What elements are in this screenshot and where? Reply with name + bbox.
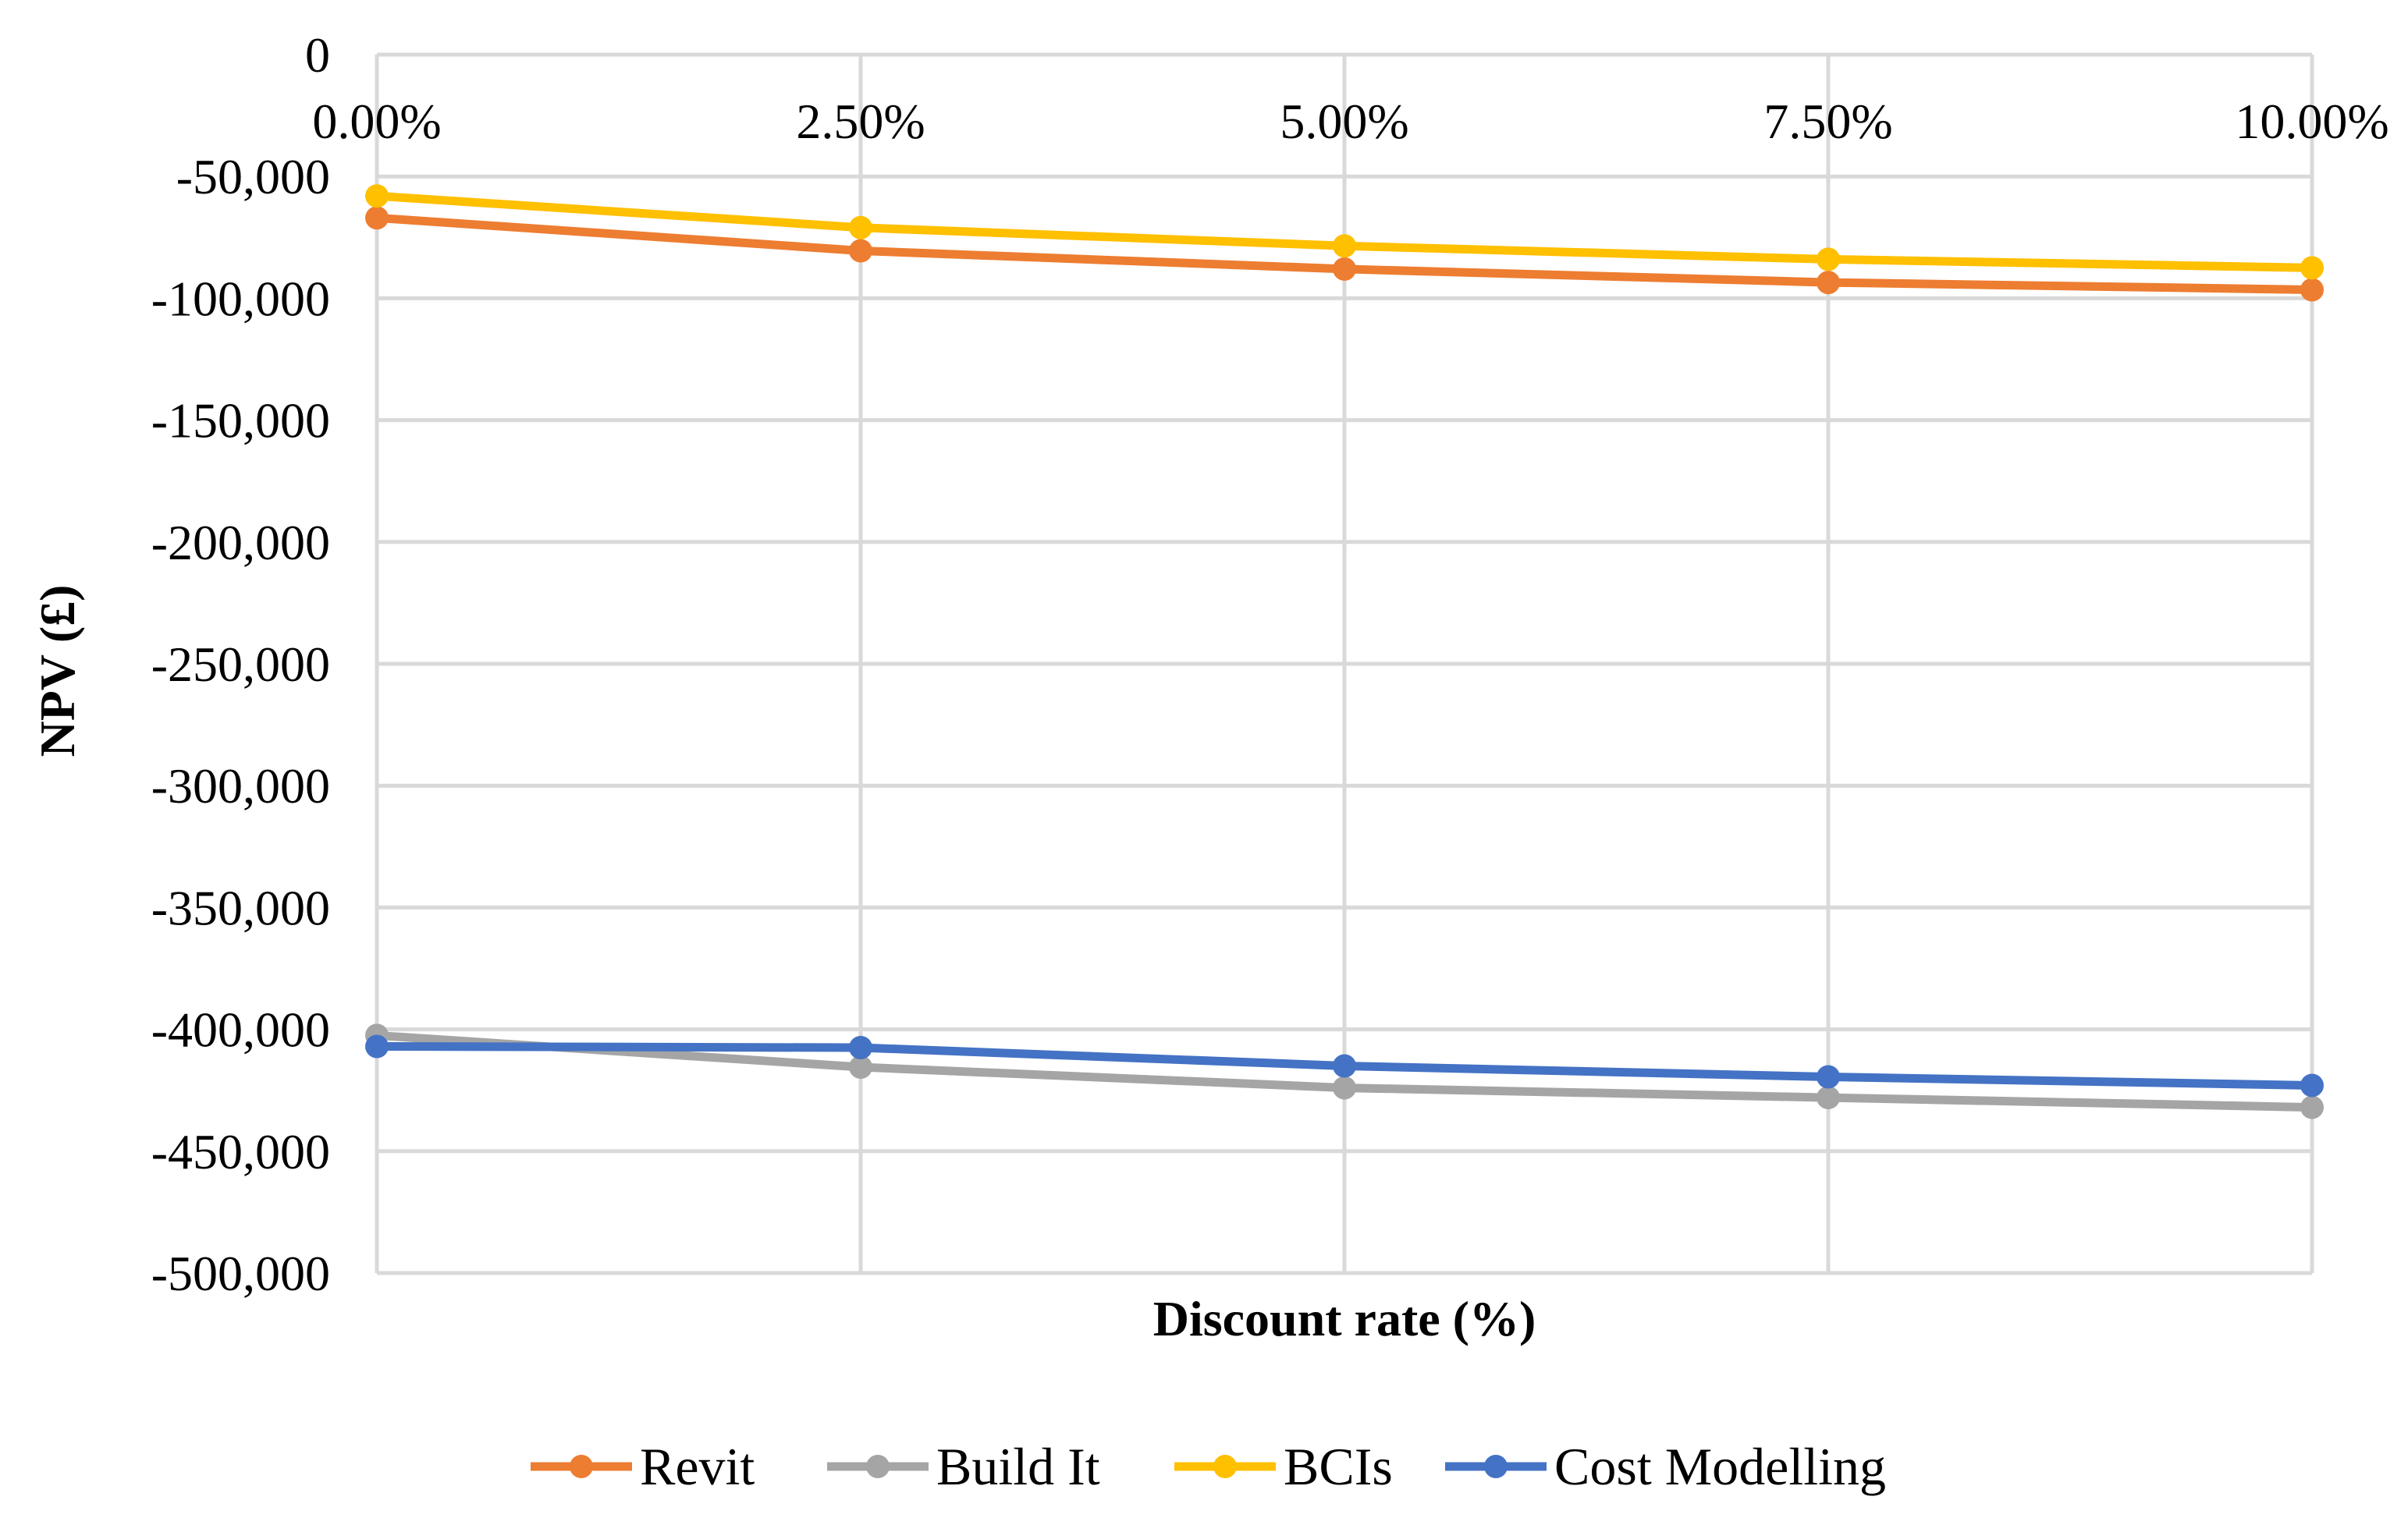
x-tick-label: 0.00% (312, 94, 441, 149)
y-tick-label: -450,000 (151, 1124, 330, 1179)
data-point (1817, 1086, 1840, 1110)
y-tick-label: -300,000 (151, 758, 330, 814)
x-tick-label: 10.00% (2235, 94, 2388, 149)
legend-item: Cost Modelling (1445, 1437, 1886, 1496)
y-tick-label: -150,000 (151, 393, 330, 449)
y-tick-label: -100,000 (151, 271, 330, 326)
legend-label: Cost Modelling (1554, 1437, 1886, 1496)
data-point (1817, 1065, 1840, 1089)
data-point (1333, 257, 1356, 281)
data-point (2300, 278, 2324, 302)
data-point (1333, 234, 1356, 258)
data-point (1333, 1076, 1356, 1100)
series-revit (365, 206, 2324, 302)
series-cost-modelling (365, 1034, 2324, 1098)
legend-swatch-marker (570, 1455, 593, 1478)
data-point (2300, 1095, 2324, 1119)
y-axis-tick-labels: 0 -50,000 -100,000 -150,000 -200,000 -250,000… (151, 27, 330, 1301)
data-series (365, 184, 2324, 1119)
y-tick-label: -500,000 (151, 1246, 330, 1301)
data-point (1817, 247, 1840, 271)
legend-label: Revit (640, 1437, 755, 1496)
series-bcis (365, 184, 2324, 280)
legend-item: BCIs (1174, 1437, 1393, 1496)
legend-item: Revit (531, 1437, 755, 1496)
data-point (849, 1036, 872, 1060)
y-tick-label: -350,000 (151, 880, 330, 935)
y-tick-label: -50,000 (176, 149, 330, 204)
data-point (365, 206, 389, 230)
legend-swatch-marker (1484, 1455, 1508, 1478)
legend-label: Build It (936, 1437, 1100, 1496)
x-axis-tick-labels: 0.00% 2.50% 5.00% 7.50% 10.00% (312, 94, 2388, 149)
legend-label: BCIs (1284, 1437, 1393, 1496)
y-axis-title: NPV (£) (30, 585, 85, 757)
legend: Revit Build It BCIs Cost Modelling (531, 1437, 1886, 1496)
x-tick-label: 2.50% (796, 94, 925, 149)
series-build-it (365, 1023, 2324, 1119)
y-tick-label: 0 (305, 27, 330, 83)
data-point (365, 1034, 389, 1059)
data-point (1333, 1054, 1356, 1078)
x-axis-title: Discount rate (%) (1153, 1291, 1536, 1346)
legend-item: Build It (827, 1437, 1100, 1496)
data-point (2300, 1073, 2324, 1098)
data-point (2300, 256, 2324, 280)
data-point (849, 215, 872, 239)
x-tick-label: 7.50% (1763, 94, 1892, 149)
legend-swatch-marker (866, 1455, 890, 1478)
y-tick-label: -400,000 (151, 1002, 330, 1058)
data-point (1817, 271, 1840, 295)
x-tick-label: 5.00% (1280, 94, 1408, 149)
y-tick-label: -250,000 (151, 637, 330, 692)
data-point (849, 239, 872, 263)
data-point (365, 184, 389, 208)
data-point (849, 1055, 872, 1080)
y-tick-label: -200,000 (151, 515, 330, 570)
legend-swatch-marker (1213, 1455, 1237, 1478)
